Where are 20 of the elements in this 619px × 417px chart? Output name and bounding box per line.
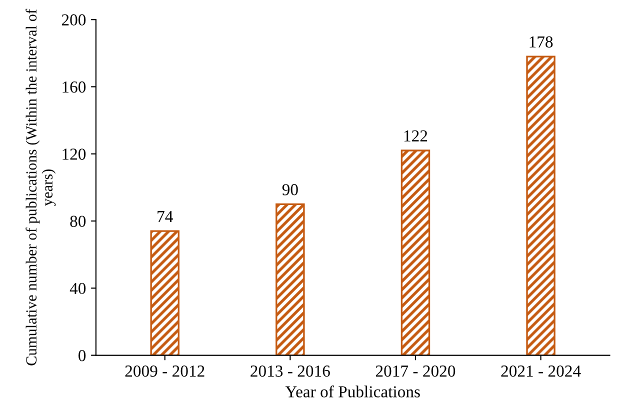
y-axis-title: Cumulative number of publications (Within the interval of years) — [26, 8, 56, 366]
y-tick-label: 0 — [78, 350, 86, 362]
data-label: 74 — [158, 211, 173, 222]
bar — [150, 230, 180, 356]
bar — [276, 203, 305, 356]
x-tick-label: 2017 - 2020 — [376, 365, 456, 377]
data-label: 122 — [404, 130, 428, 142]
y-tick-label: 80 — [70, 216, 86, 227]
data-label: 90 — [282, 184, 298, 196]
y-tick-label: 200 — [62, 14, 86, 26]
y-tick-label: 120 — [62, 148, 86, 160]
x-tick-label: 2009 - 2012 — [125, 365, 204, 377]
data-label: 178 — [530, 36, 553, 48]
bar — [400, 150, 430, 356]
x-tick-label: 2021 - 2024 — [501, 365, 581, 377]
x-axis-title: Year of Publications — [285, 386, 420, 398]
y-tick-label: 40 — [70, 282, 86, 294]
y-tick-label: 160 — [62, 81, 86, 93]
x-tick-label: 2013 - 2016 — [250, 365, 330, 377]
bar — [526, 56, 556, 356]
